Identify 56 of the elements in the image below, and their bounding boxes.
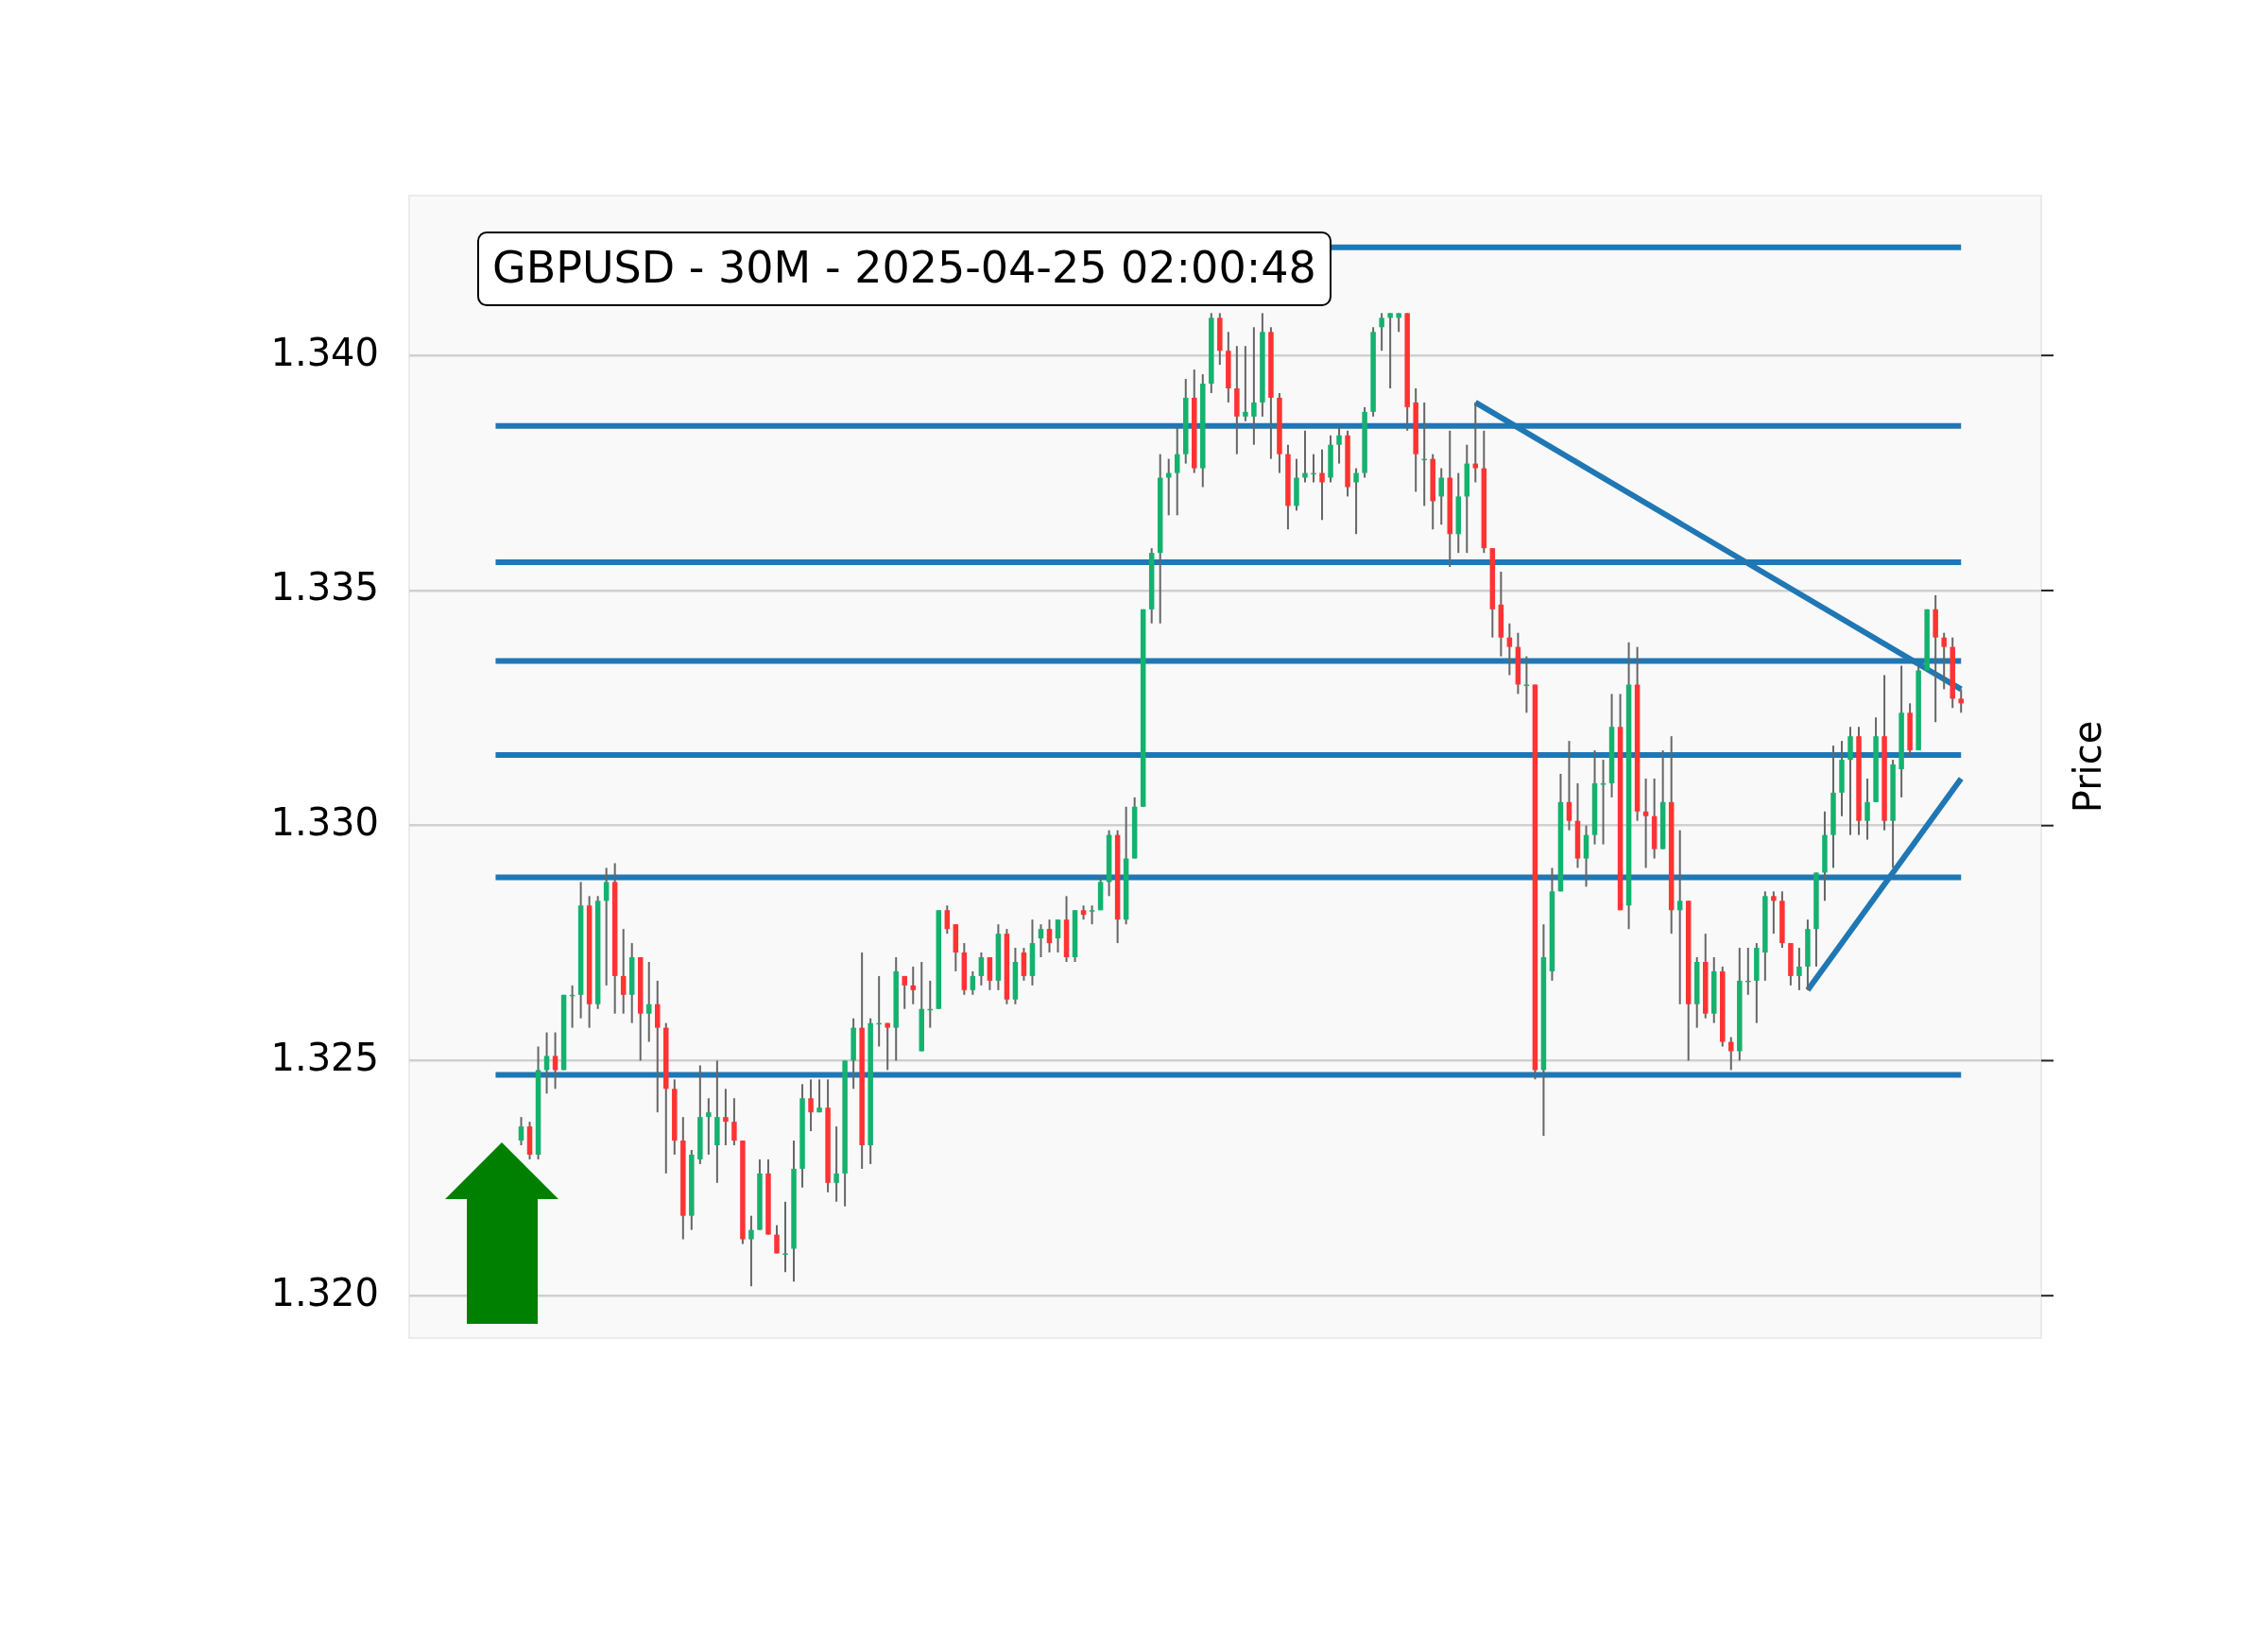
candlestick [1046, 918, 1053, 954]
candlestick [1379, 312, 1384, 352]
candlestick [1728, 1036, 1734, 1072]
candlestick [1336, 424, 1342, 465]
candlestick [808, 1078, 814, 1133]
candlestick [1506, 622, 1513, 677]
candlestick [1472, 401, 1479, 484]
candlestick [978, 952, 985, 987]
y-tick-label: 1.325 [270, 1035, 379, 1079]
candlestick [1243, 345, 1248, 422]
candlestick [1089, 904, 1095, 926]
candlestick [816, 1078, 822, 1114]
candlestick [782, 1200, 788, 1274]
candlestick [1566, 740, 1572, 832]
y-tick-label: 1.330 [270, 800, 379, 845]
y-tick-label: 1.335 [270, 565, 379, 609]
candlestick [1771, 890, 1777, 935]
y-tick-label: 1.340 [270, 330, 379, 374]
candlestick [1387, 312, 1393, 389]
candlestick [552, 1031, 558, 1090]
candlestick [1174, 424, 1180, 517]
candlestick [944, 904, 951, 935]
candlestick [1319, 448, 1325, 522]
candlestick [1676, 829, 1683, 1005]
candlestick [543, 1031, 550, 1095]
candlestick [1941, 631, 1947, 691]
candlestick [1302, 429, 1308, 484]
candlestick [1864, 777, 1870, 841]
candlestick [1396, 312, 1401, 334]
text: GBPUSD - 30M - 2025-04-25 02:00:48 [477, 232, 1332, 306]
candlestick [1251, 326, 1257, 446]
candlestick [723, 1088, 729, 1147]
candlestick [1523, 655, 1530, 714]
candlestick [1642, 777, 1649, 869]
candlestick [645, 960, 652, 1043]
candlestick [1353, 467, 1359, 536]
candlestick [1796, 947, 1802, 991]
candlestick [1165, 457, 1172, 517]
candlestick [1055, 918, 1061, 954]
candlestick [706, 1097, 712, 1156]
candlestick [833, 1125, 839, 1203]
candlestick [1958, 688, 1964, 714]
candlestick [774, 1224, 780, 1255]
y-tick-label: 1.320 [270, 1270, 379, 1314]
candlestick [970, 969, 976, 996]
candlestick [620, 928, 627, 1015]
y-axis-title: Price [2066, 720, 2110, 814]
candlestick [1038, 923, 1044, 958]
candlestick [910, 965, 916, 1005]
candlestick [603, 866, 610, 987]
candlestick [518, 1116, 524, 1147]
candlestick [731, 1097, 737, 1147]
candlestick [1438, 467, 1444, 526]
candlestick [748, 1214, 754, 1288]
candlestick [885, 1021, 890, 1072]
candlestick [902, 974, 907, 1010]
